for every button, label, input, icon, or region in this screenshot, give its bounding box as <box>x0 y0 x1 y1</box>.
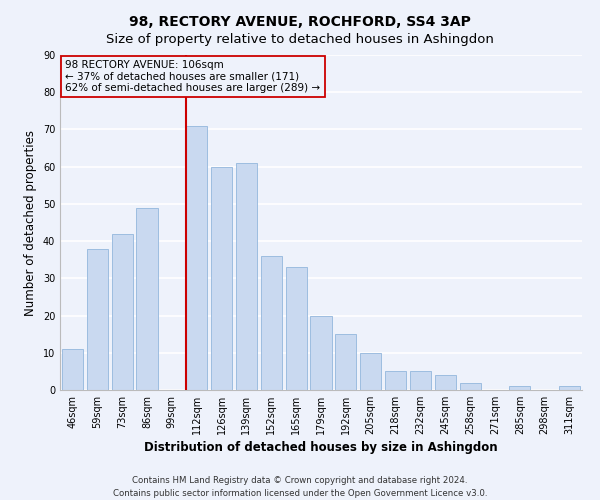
Bar <box>186 126 207 390</box>
Text: Contains HM Land Registry data © Crown copyright and database right 2024.
Contai: Contains HM Land Registry data © Crown c… <box>113 476 487 498</box>
Y-axis label: Number of detached properties: Number of detached properties <box>24 130 37 316</box>
Bar <box>509 386 530 390</box>
Bar <box>236 163 257 390</box>
Text: 98 RECTORY AVENUE: 106sqm
← 37% of detached houses are smaller (171)
62% of semi: 98 RECTORY AVENUE: 106sqm ← 37% of detac… <box>65 60 320 93</box>
Bar <box>435 375 456 390</box>
X-axis label: Distribution of detached houses by size in Ashingdon: Distribution of detached houses by size … <box>144 441 498 454</box>
Bar <box>286 267 307 390</box>
Bar <box>310 316 332 390</box>
Bar <box>360 353 381 390</box>
Bar <box>211 166 232 390</box>
Bar <box>261 256 282 390</box>
Bar <box>87 248 108 390</box>
Bar <box>559 386 580 390</box>
Bar <box>62 349 83 390</box>
Text: 98, RECTORY AVENUE, ROCHFORD, SS4 3AP: 98, RECTORY AVENUE, ROCHFORD, SS4 3AP <box>129 15 471 29</box>
Bar <box>460 382 481 390</box>
Bar <box>335 334 356 390</box>
Bar <box>136 208 158 390</box>
Text: Size of property relative to detached houses in Ashingdon: Size of property relative to detached ho… <box>106 32 494 46</box>
Bar <box>385 372 406 390</box>
Bar <box>112 234 133 390</box>
Bar <box>410 372 431 390</box>
